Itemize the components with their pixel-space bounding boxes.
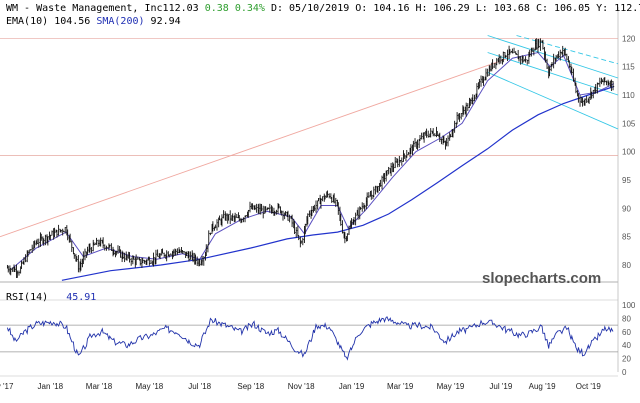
- rsi-axis-tick-40: 40: [622, 341, 631, 350]
- rsi-axis-tick-20: 20: [622, 355, 631, 364]
- price-axis-tick-115: 115: [622, 63, 635, 72]
- price-panel: 120 115 110 105 100 95 90 85 80: [0, 7, 636, 372]
- rsi-axis-tick-60: 60: [622, 328, 631, 337]
- rsi-axis-tick-80: 80: [622, 314, 631, 323]
- ticker-name: WM - Waste Management, Inc: [6, 3, 163, 14]
- sma-value: 92.94: [150, 16, 181, 27]
- ema-10-line: [11, 51, 615, 270]
- channel-line-0: [487, 35, 619, 79]
- rsi-axis-tick-100: 100: [622, 301, 636, 310]
- channel-line-3: [516, 35, 619, 65]
- ticker-header: WM - Waste Management, Inc112.03 0.38 0.…: [6, 3, 640, 15]
- rsi-header: RSI(14) 45.91: [6, 292, 96, 304]
- rsi-axis-tick-0: 0: [622, 368, 627, 377]
- date-tick-7: Jan '19: [339, 382, 365, 391]
- close-readout: C: 106.05: [535, 3, 591, 14]
- date-tick-9: May '19: [437, 382, 465, 391]
- low-readout: L: 103.68: [475, 3, 530, 14]
- price-axis-tick-120: 120: [622, 34, 636, 43]
- channel-line-1: [487, 52, 619, 96]
- date-tick-3: May '18: [135, 382, 163, 391]
- price-axis-tick-95: 95: [622, 176, 631, 185]
- date-tick-12: Oct '19: [576, 382, 602, 391]
- price-bars: [6, 38, 615, 278]
- ema-label: EMA(10): [6, 16, 49, 27]
- high-readout: H: 106.29: [415, 3, 470, 14]
- channel-line-2: [487, 71, 619, 130]
- rsi-value: 45.91: [66, 292, 97, 303]
- price-axis-tick-90: 90: [622, 204, 631, 213]
- date-tick-10: Jul '19: [489, 382, 512, 391]
- open-readout: O: 104.16: [355, 3, 410, 14]
- price-axis-tick-85: 85: [622, 233, 631, 242]
- price-change: 0.38: [204, 3, 229, 14]
- ema-value: 104.56: [54, 16, 91, 27]
- date-tick-5: Sep '18: [237, 382, 264, 391]
- sma-label: SMA(200): [96, 16, 145, 27]
- date-tick-1: Jan '18: [38, 382, 64, 391]
- price-axis-tick-100: 100: [622, 148, 636, 157]
- price-axis-tick-105: 105: [622, 119, 636, 128]
- date-tick-0: Nov '17: [0, 382, 14, 391]
- date-tick-2: Mar '18: [86, 382, 113, 391]
- price-axis-tick-110: 110: [622, 91, 635, 100]
- date-tick-4: Jul '18: [188, 382, 211, 391]
- y-readout: Y: 112.70: [596, 3, 640, 14]
- date-axis: Nov '17 Jan '18 Mar '18 May '18 Jul '18 Sep '…: [0, 375, 618, 391]
- date-tick-11: Aug '19: [529, 382, 556, 391]
- date-readout: D: 05/10/2019: [270, 3, 350, 14]
- indicator-header: EMA(10) 104.56 SMA(200) 92.94: [6, 16, 181, 28]
- rsi-line: [6, 316, 614, 361]
- date-tick-6: Nov '18: [288, 382, 315, 391]
- sma-200-line: [61, 85, 615, 281]
- date-tick-8: Mar '19: [387, 382, 414, 391]
- price-change-pct: 0.34%: [234, 3, 265, 14]
- watermark: slopecharts.com: [482, 270, 602, 287]
- rsi-label: RSI(14): [6, 292, 49, 303]
- price-axis-tick-80: 80: [622, 261, 631, 270]
- trend-line: [0, 57, 509, 238]
- rsi-panel: 100 80 60 40 20 0: [0, 299, 636, 377]
- last-price: 112.03: [162, 3, 199, 14]
